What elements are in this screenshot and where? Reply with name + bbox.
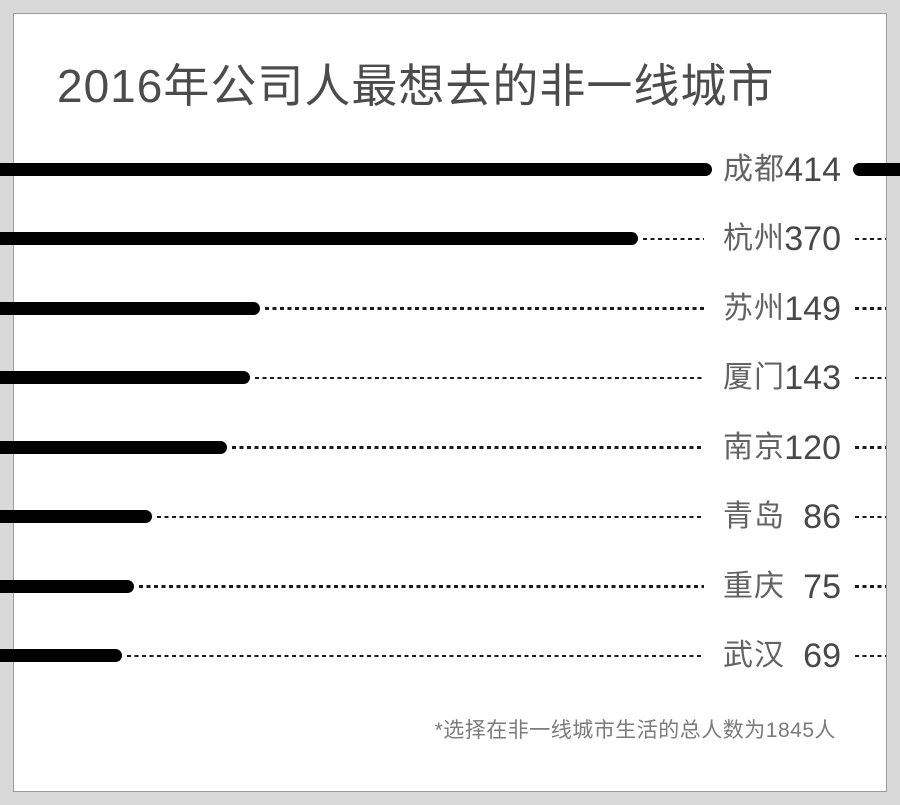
bar bbox=[0, 301, 260, 315]
value-label: 86 bbox=[803, 498, 841, 537]
bar bbox=[0, 232, 638, 246]
leader-dash-right bbox=[855, 654, 886, 657]
leader-dash-left bbox=[127, 654, 704, 657]
bar-row: 南京 120 bbox=[0, 426, 900, 470]
city-label: 重庆 bbox=[723, 569, 785, 603]
chart-footnote: *选择在非一线城市生活的总人数为1845人 bbox=[434, 719, 836, 742]
leader-dash-right bbox=[855, 446, 886, 449]
leader-dash-right bbox=[855, 307, 886, 310]
value-label: 69 bbox=[803, 637, 841, 675]
city-label: 青岛 bbox=[723, 500, 785, 534]
bar bbox=[0, 510, 152, 524]
leader-dash-left bbox=[139, 585, 704, 588]
value-label: 143 bbox=[784, 359, 841, 398]
leader-dash-left bbox=[643, 237, 704, 241]
leader-dash-right bbox=[855, 515, 886, 519]
bar-row: 重庆 75 bbox=[0, 565, 900, 609]
city-label: 厦门 bbox=[723, 361, 785, 395]
bar-row: 青岛 86 bbox=[0, 495, 900, 539]
leader-dash-right bbox=[855, 237, 886, 241]
value-label: 149 bbox=[784, 289, 841, 328]
city-label: 成都 bbox=[723, 153, 785, 186]
city-label: 杭州 bbox=[723, 222, 785, 256]
bar bbox=[0, 649, 122, 662]
value-label: 370 bbox=[784, 220, 841, 259]
value-label: 120 bbox=[784, 428, 841, 467]
bar bbox=[0, 440, 227, 454]
city-label: 南京 bbox=[723, 430, 785, 464]
city-label: 苏州 bbox=[723, 291, 785, 325]
value-label: 75 bbox=[803, 567, 841, 606]
leader-dash-left bbox=[157, 515, 704, 519]
bar-row: 厦门 143 bbox=[0, 356, 900, 400]
leader-dash-right bbox=[855, 585, 886, 588]
bar-row: 苏州 149 bbox=[0, 287, 900, 331]
bar-row: 杭州 370 bbox=[0, 217, 900, 261]
leader-dash-left bbox=[232, 446, 704, 449]
bar-row: 成都 414 bbox=[0, 148, 900, 192]
city-label: 武汉 bbox=[723, 639, 785, 672]
leader-dash-left bbox=[255, 376, 704, 380]
chart-title: 2016年公司人最想去的非一线城市 bbox=[57, 60, 775, 112]
bar bbox=[0, 371, 250, 385]
leader-dash-right bbox=[855, 376, 886, 380]
value-label: 414 bbox=[784, 151, 841, 189]
bar-right-segment bbox=[853, 163, 900, 176]
bar bbox=[0, 579, 134, 593]
leader-dash-left bbox=[265, 307, 704, 310]
bar-row: 武汉 69 bbox=[0, 634, 900, 678]
bar bbox=[0, 163, 712, 176]
